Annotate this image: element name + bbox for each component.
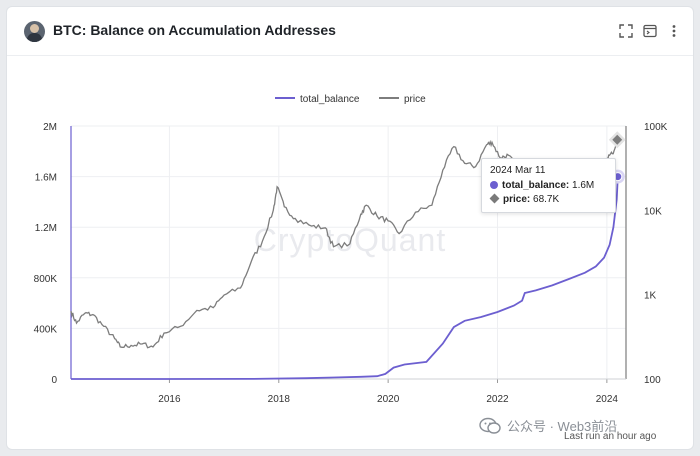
tooltip-row-price: price: 68.7K (489, 193, 560, 205)
last-run-text: Last run an hour ago (564, 431, 657, 442)
x-tick-label: 2024 (596, 394, 619, 405)
legend-label-price: price (404, 94, 426, 105)
y-axis-left: 0 400K 800K 1.2M 1.6M 2M (34, 122, 72, 386)
wechat-watermark: 公众号 · Web3前沿 (479, 416, 617, 435)
y-right-tick-label: 10K (644, 206, 662, 217)
card-header: BTC: Balance on Accumulation Addresses (7, 7, 693, 56)
legend: total_balance price (275, 94, 426, 105)
terminal-icon[interactable] (642, 23, 658, 39)
cryptoquant-watermark: CryptoQuant (254, 222, 446, 258)
y-left-tick-label: 1.2M (35, 223, 57, 234)
y-left-tick-label: 800K (34, 274, 58, 285)
y-left-tick-label: 0 (51, 375, 57, 386)
y-left-tick-label: 2M (43, 122, 57, 133)
wechat-logo-icon (479, 417, 501, 434)
y-right-tick-label: 100K (644, 122, 668, 133)
watermark-text: 公众号 · Web3前沿 (507, 419, 618, 434)
tooltip-balance-label: total_balance: (502, 180, 570, 191)
y-left-tick-label: 400K (34, 324, 58, 335)
tooltip-price-value: 68.7K (533, 194, 560, 205)
legend-label-total-balance: total_balance (300, 94, 360, 105)
x-tick-label: 2016 (158, 394, 181, 405)
x-tick-label: 2018 (268, 394, 291, 405)
y-right-tick-label: 1K (644, 291, 657, 302)
page-title: BTC: Balance on Accumulation Addresses (53, 22, 336, 38)
more-vertical-icon[interactable] (666, 23, 682, 39)
tooltip-balance-value: 1.6M (572, 180, 595, 191)
balance-dot-icon (490, 181, 498, 189)
tooltip-date: 2024 Mar 11 (490, 165, 546, 176)
price-marker (612, 134, 623, 145)
x-axis: 2016 2018 2020 2022 2024 (71, 378, 626, 405)
tooltip-row-balance: total_balance: 1.6M (490, 180, 594, 191)
chart-card: BTC: Balance on Accumulation Addresses t… (6, 6, 694, 450)
chart-area: total_balance price CryptoQuant 0 400K 800… (34, 94, 668, 405)
total-balance-line (71, 176, 619, 380)
y-left-tick-label: 1.6M (35, 173, 57, 184)
x-tick-label: 2022 (486, 394, 509, 405)
y-right-tick-label: 100 (644, 375, 661, 386)
price-diamond-icon (489, 193, 500, 204)
x-tick-label: 2020 (377, 394, 400, 405)
tooltip-price-label: price: (503, 194, 531, 205)
expand-icon[interactable] (618, 23, 634, 39)
y-axis-right: 100 1K 10K 100K (625, 122, 668, 386)
user-avatar (24, 21, 45, 42)
data-tooltip: 2024 Mar 11 total_balance: 1.6M price: 6… (481, 158, 616, 213)
